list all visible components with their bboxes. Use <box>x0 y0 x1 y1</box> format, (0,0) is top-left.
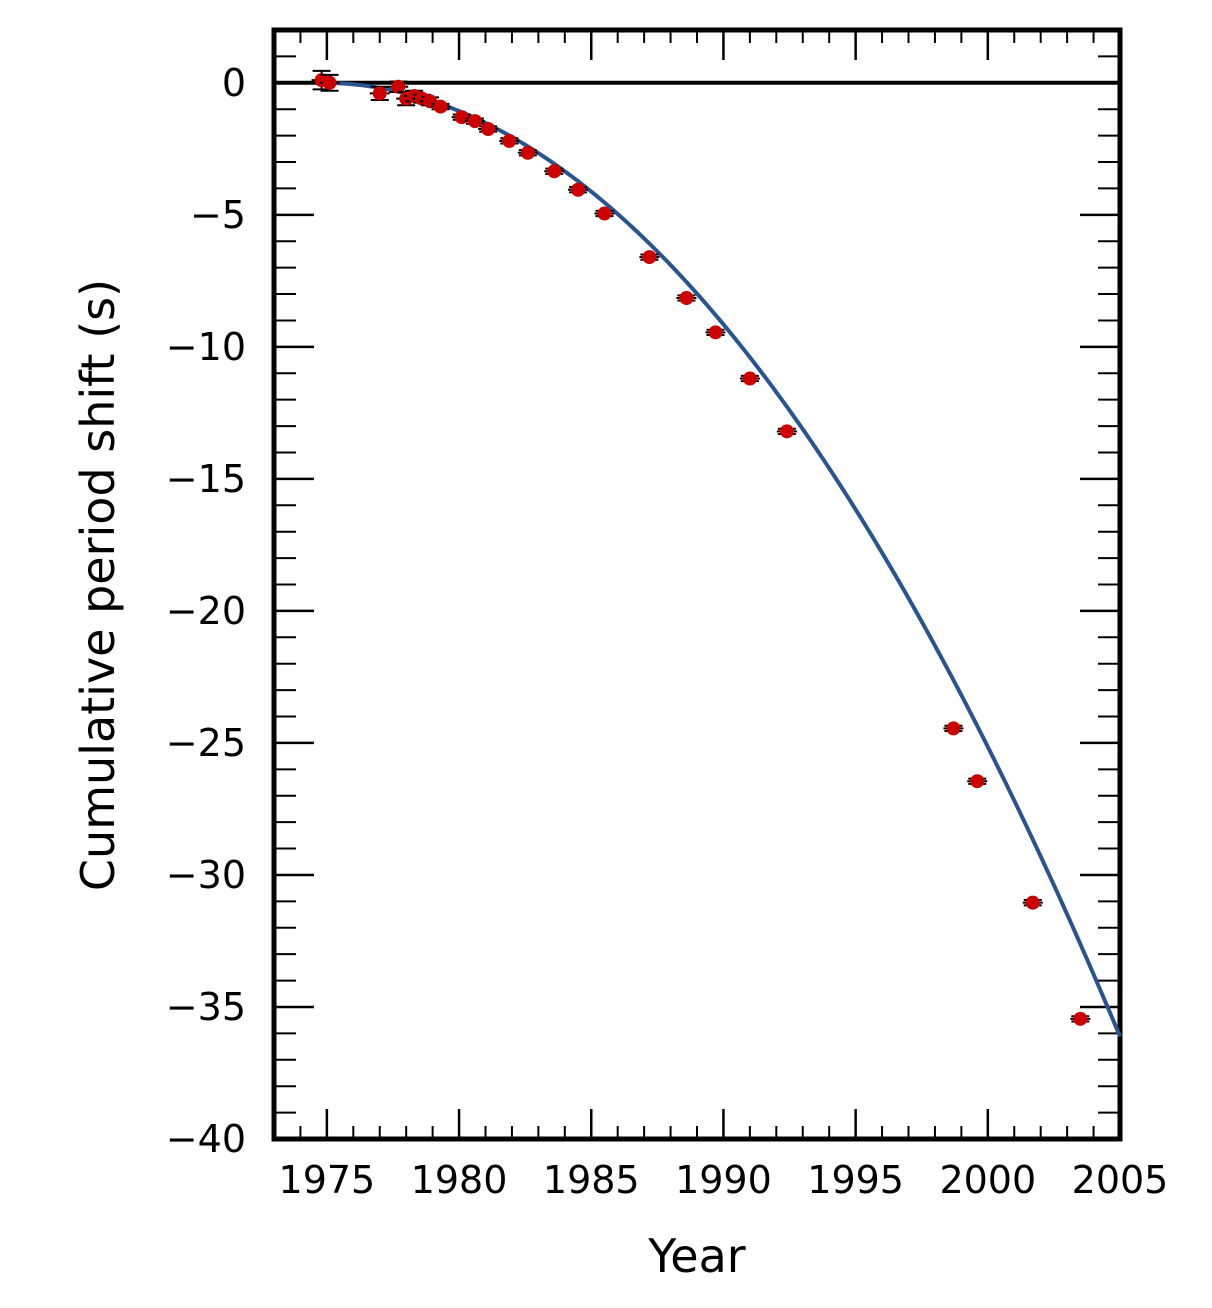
data-point <box>481 122 496 137</box>
data-point <box>779 424 794 439</box>
x-tick-label: 1990 <box>675 1158 772 1202</box>
data-point <box>946 721 961 736</box>
data-point <box>433 99 448 114</box>
data-point <box>322 75 337 90</box>
data-point <box>970 774 985 789</box>
data-point <box>547 164 562 179</box>
x-tick-label: 2000 <box>939 1158 1036 1202</box>
x-axis-title: Year <box>647 1229 745 1283</box>
data-point <box>1073 1011 1088 1026</box>
x-tick-label: 1985 <box>543 1158 640 1202</box>
plot-frame <box>271 27 1123 1142</box>
data-point <box>391 79 406 94</box>
data-point <box>1025 895 1040 910</box>
y-tick-label: −10 <box>166 325 246 369</box>
data-point <box>467 114 482 129</box>
data-point <box>742 371 757 386</box>
label-layer: Year Cumulative period shift (s) 1975 198… <box>71 61 1168 1283</box>
data-point <box>502 133 517 148</box>
y-tick-label: −25 <box>166 721 246 765</box>
x-tick-label: 1975 <box>279 1158 376 1202</box>
y-tick-label: −30 <box>166 853 246 897</box>
y-tick-label: −35 <box>166 985 246 1029</box>
fit-curve <box>321 80 1122 1038</box>
tick-layer <box>273 29 1122 1141</box>
y-tick-label: −15 <box>166 457 246 501</box>
data-point <box>597 206 612 221</box>
data-point <box>679 291 694 306</box>
x-tick-label: 1995 <box>807 1158 904 1202</box>
x-tick-label: 1980 <box>411 1158 508 1202</box>
x-tick-label: 2005 <box>1072 1158 1169 1202</box>
data-point <box>520 145 535 160</box>
y-tick-label: −5 <box>190 193 246 237</box>
data-layer <box>311 69 1122 1038</box>
data-point <box>642 250 657 265</box>
data-point <box>708 325 723 340</box>
plot-frame-layer <box>271 27 1123 1142</box>
data-point <box>571 182 586 197</box>
y-tick-label: 0 <box>222 61 246 105</box>
y-tick-label: −20 <box>166 589 246 633</box>
y-tick-label: −40 <box>166 1117 246 1161</box>
data-point <box>372 86 387 101</box>
y-axis-title: Cumulative period shift (s) <box>71 279 125 891</box>
